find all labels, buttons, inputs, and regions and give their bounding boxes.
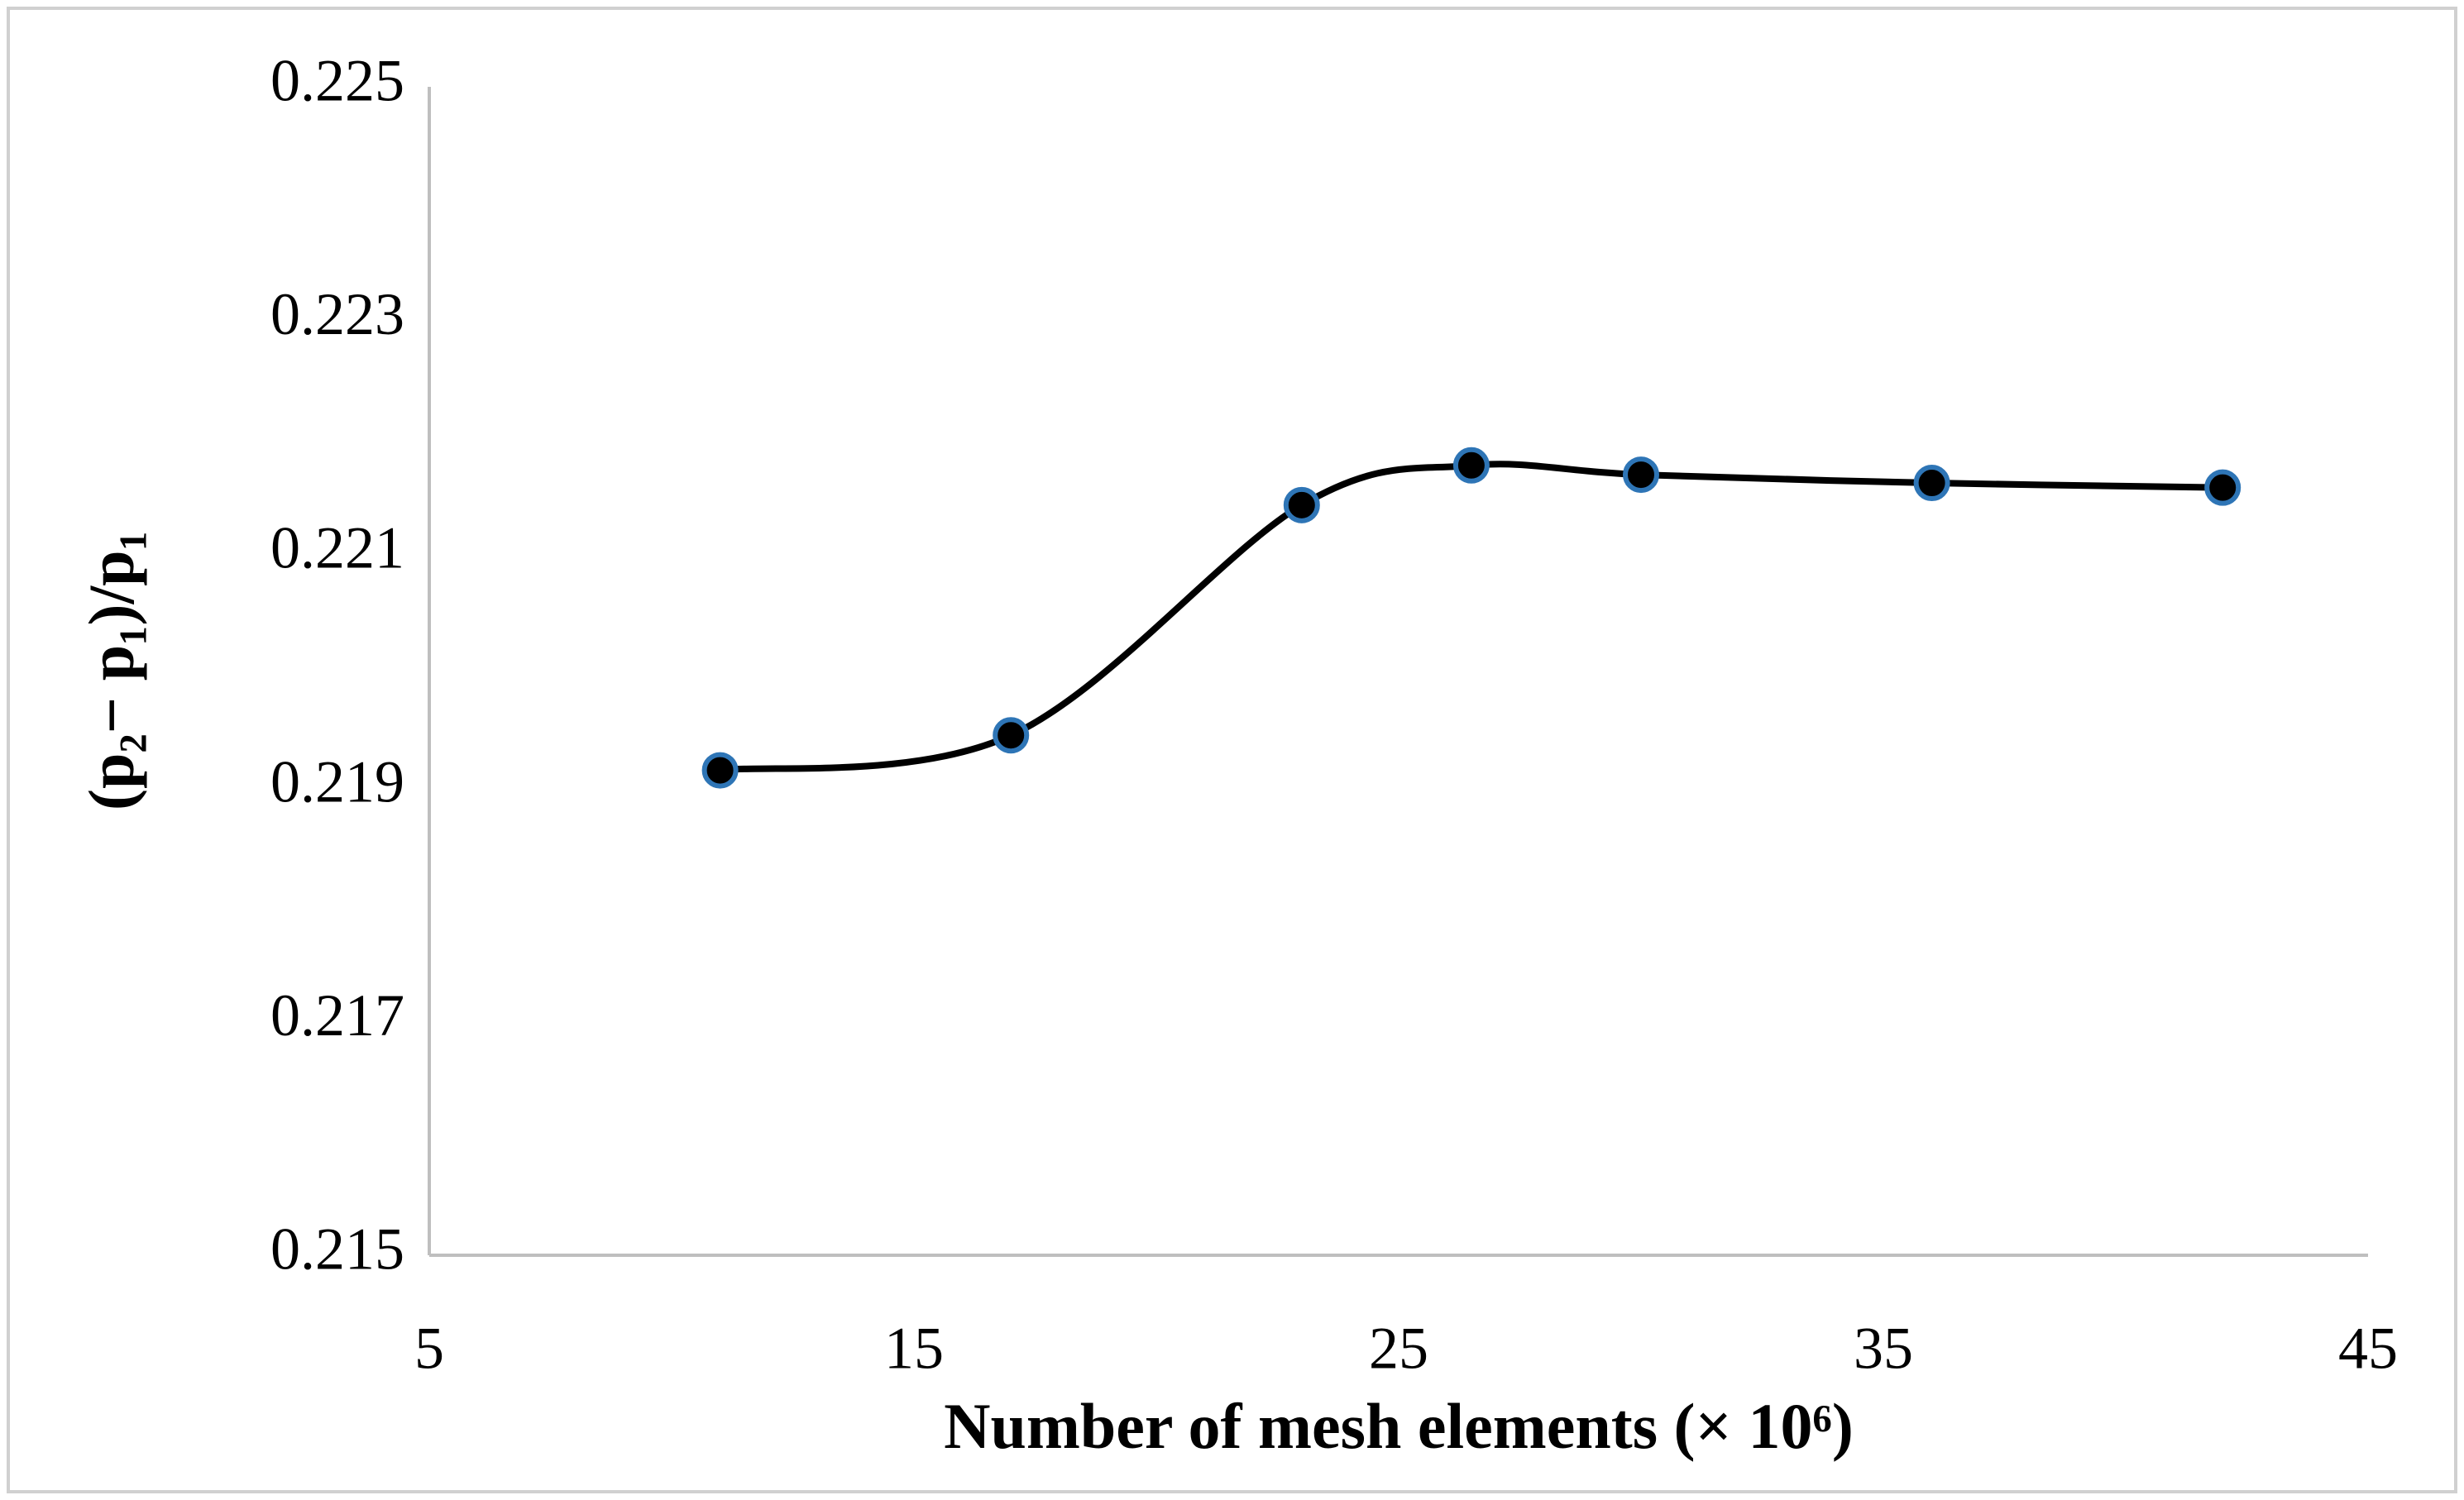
x-tick-label: 35 <box>1854 1316 1913 1382</box>
y-tick-label: 0.225 <box>270 48 404 114</box>
y-tick-label: 0.217 <box>270 982 404 1049</box>
y-tick-label: 0.215 <box>270 1216 404 1283</box>
frame <box>7 7 2457 1493</box>
y-axis-title: (p₂− p₁)/p₁ <box>75 531 147 810</box>
marker <box>1913 465 1950 502</box>
marker <box>993 717 1030 754</box>
marker <box>1283 486 1320 523</box>
y-tick-label: 0.219 <box>270 748 404 814</box>
y-tick-label: 0.223 <box>270 281 404 347</box>
x-tick-label: 25 <box>1369 1316 1428 1382</box>
x-tick-label: 5 <box>414 1316 444 1382</box>
marker <box>1623 456 1659 494</box>
marker <box>701 752 739 789</box>
x-tick-label: 15 <box>884 1316 944 1382</box>
y-tick-label: 0.221 <box>270 515 404 581</box>
marker <box>2204 469 2242 506</box>
x-axis-title: Number of mesh elements (× 10⁶) <box>944 1390 1854 1462</box>
x-tick-label: 45 <box>2338 1316 2398 1382</box>
marker <box>1452 447 1490 484</box>
